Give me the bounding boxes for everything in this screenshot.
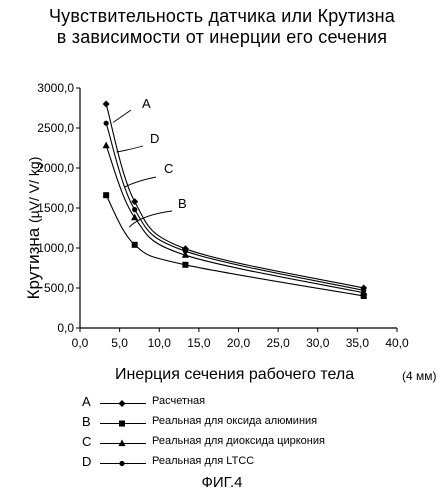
axes bbox=[80, 88, 397, 328]
x-tick-label: 25,0 bbox=[266, 336, 290, 350]
legend-marker-diamond-icon bbox=[117, 398, 127, 408]
curve-letter: A bbox=[142, 96, 151, 111]
legend-marker-shape bbox=[118, 440, 125, 447]
data-point bbox=[104, 121, 109, 126]
figure-caption: ФИГ.4 bbox=[0, 474, 444, 491]
legend-marker-circle-icon bbox=[117, 458, 127, 468]
legend-label: Реальная для LTCC bbox=[152, 455, 254, 467]
x-tick-label: 0,0 bbox=[72, 336, 89, 350]
x-tick-label: 20,0 bbox=[227, 336, 251, 350]
x-tick-label: 5,0 bbox=[111, 336, 128, 350]
legend-letter: C bbox=[82, 434, 91, 449]
series-layer bbox=[103, 101, 368, 300]
legend-letter: B bbox=[82, 414, 91, 429]
series-line bbox=[106, 146, 364, 293]
curve-labels: A DC B bbox=[113, 96, 186, 227]
legend-marker-shape bbox=[119, 400, 126, 407]
curve-label-c: C bbox=[124, 161, 173, 187]
x-tick-label: 35,0 bbox=[346, 336, 370, 350]
legend-letter: D bbox=[82, 454, 91, 469]
data-point bbox=[103, 192, 109, 198]
y-tick-label: 500,0 bbox=[44, 281, 74, 295]
curve-label-d: D bbox=[116, 131, 159, 152]
legend-marker-shape bbox=[119, 421, 125, 427]
x-axis-label: Инерция сечения рабочего тела bbox=[115, 366, 354, 384]
data-point bbox=[361, 288, 366, 293]
y-tick-label: 0,0 bbox=[57, 321, 74, 335]
ticks: 0,0 5,0 10,0 15,0 20,0 25,0 30,0 35,0 40,0 0,0 500… bbox=[37, 81, 409, 350]
curve-letter: B bbox=[178, 196, 187, 211]
x-tick-label: 10,0 bbox=[148, 336, 172, 350]
y-tick-label: 3000,0 bbox=[37, 81, 74, 95]
x-tick-label: 30,0 bbox=[306, 336, 330, 350]
series-line bbox=[106, 104, 364, 288]
x-tick-label: 40,0 bbox=[385, 336, 409, 350]
legend-marker-shape bbox=[119, 461, 124, 466]
y-tick-label: 1500,0 bbox=[37, 201, 74, 215]
leader-line bbox=[124, 177, 156, 187]
curve-letter: D bbox=[150, 131, 159, 146]
data-point bbox=[132, 207, 137, 212]
data-point bbox=[182, 262, 188, 268]
series-line bbox=[106, 123, 364, 290]
leader-line bbox=[116, 146, 143, 152]
series-a bbox=[103, 101, 368, 292]
legend-marker-triangle-icon bbox=[117, 438, 127, 448]
y-tick-label: 1000,0 bbox=[37, 241, 74, 255]
legend-label: Расчетная bbox=[152, 395, 205, 407]
legend-label: Реальная для диоксида циркония bbox=[152, 435, 325, 447]
chart-plot: 0,0 5,0 10,0 15,0 20,0 25,0 30,0 35,0 40,0 0,0 500… bbox=[0, 0, 444, 400]
leader-line bbox=[113, 110, 131, 122]
data-point bbox=[103, 101, 110, 108]
y-tick-label: 2500,0 bbox=[37, 121, 74, 135]
legend-letter: A bbox=[82, 394, 91, 409]
curve-letter: C bbox=[164, 161, 173, 176]
legend-label: Реальная для оксида алюминия bbox=[152, 415, 317, 427]
data-point bbox=[132, 242, 138, 248]
legend-marker-square-icon bbox=[117, 418, 127, 428]
y-tick-label: 2000,0 bbox=[37, 161, 74, 175]
x-tick-label: 15,0 bbox=[187, 336, 211, 350]
data-point bbox=[183, 249, 188, 254]
data-point bbox=[103, 142, 110, 149]
curve-label-a: A bbox=[113, 96, 151, 122]
x-axis-unit: (4 мм) bbox=[402, 369, 437, 383]
